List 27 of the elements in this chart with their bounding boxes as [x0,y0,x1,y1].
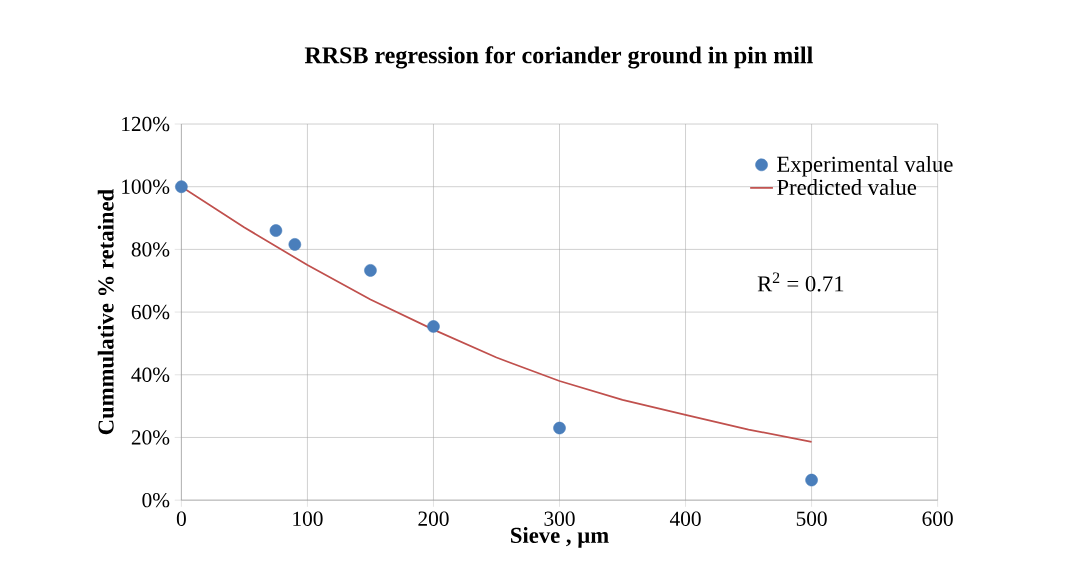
legend-label: Experimental value [777,156,953,177]
x-tick-label: 100 [293,511,323,526]
y-tick-label: 60% [131,304,170,320]
y-tick-label: 40% [131,367,170,383]
y-tick-label: 0% [142,492,170,508]
annotation: R$^{2}$ = 0.71 [757,272,844,292]
point [175,180,188,194]
x-tick-label: 0 [176,511,186,526]
y-axis-title: Cummulative % retained [97,189,114,435]
x-tick-label: 500 [796,511,827,526]
point [364,264,377,277]
x-tick-label: 400 [669,511,701,526]
y-tick-label: 20% [131,430,170,445]
point [427,320,440,333]
x-tick-label: 300 [544,511,575,526]
legend-label: Predicted value [777,179,917,196]
chart-title: RRSB regression for coriander ground in pin mill [304,46,813,69]
point [805,473,818,487]
y-tick-label: 100% [122,179,170,195]
y-tick-label: 120% [122,116,170,132]
x-tick-label: 200 [418,511,449,526]
point [269,224,283,237]
y-tick-label: 80% [131,242,170,257]
x-axis-title: Sieve , µm [511,527,609,548]
x-tick-label: 600 [922,511,953,526]
point [288,238,302,251]
point [553,421,566,435]
